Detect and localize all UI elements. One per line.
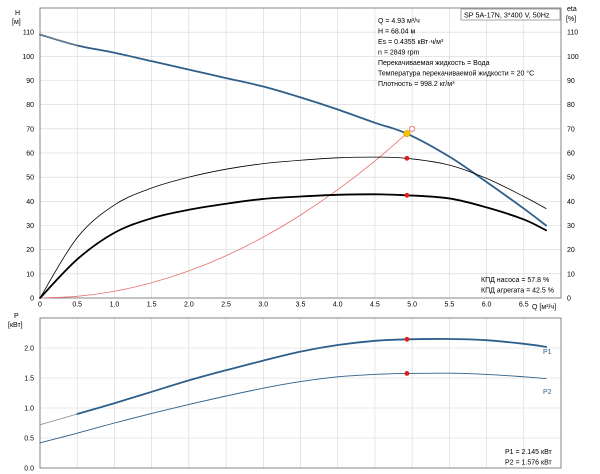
top-grid: [40, 8, 561, 298]
power-line-P1: [76, 338, 548, 415]
y-tick-label-left: 30: [26, 223, 34, 230]
y-tick-label-right: 0: [567, 296, 571, 303]
power-line-P1-extension: [39, 413, 78, 426]
y-tick-label-right: 10: [567, 271, 575, 278]
info-energy: Es = 0.4355 кВт·ч/м³: [378, 39, 444, 46]
p1-value-label: P1 = 2.145 кВт: [505, 449, 553, 456]
top-plot-frame: [39, 7, 562, 299]
x-tick-label: 1.5: [147, 302, 157, 309]
power-axis-unit: [кВт]: [8, 322, 23, 329]
series-line-pump-efficiency: [39, 156, 547, 299]
power-axis-label: P: [14, 313, 19, 320]
top-y-tick-labels-right: 0 10 20 30 40 50 60 70 80 90 100 110: [567, 30, 579, 303]
top-markers-group: [403, 125, 416, 198]
y-tick-label-right: 50: [567, 175, 575, 182]
info-head: H = 68.04 м: [378, 29, 415, 36]
x-tick-label: 5.0: [407, 302, 417, 309]
power-tick-label: 0.0: [24, 466, 34, 473]
bottom-series-group: [39, 338, 548, 444]
y-axis-unit-right: [%]: [566, 16, 576, 23]
pump-efficiency-label: КПД насоса = 57.8 %: [481, 277, 549, 284]
chart-title: SP 5A-17N, 3*400 V, 50Hz: [464, 11, 550, 20]
x-tick-label: 0: [38, 302, 42, 309]
bottom-y-tick-labels: 0.0 0.5 1.0 1.5 2.0: [24, 346, 34, 473]
y-axis-label-right: eta: [567, 6, 577, 13]
efficiency-point-marker-2: [404, 155, 410, 161]
y-tick-label-right: 40: [567, 199, 575, 206]
y-tick-label-left: 60: [26, 151, 34, 158]
top-series-group: [39, 33, 548, 299]
power-tick-label: 0.5: [24, 436, 34, 443]
duty-point-marker: [403, 130, 411, 138]
x-tick-label: 2.5: [221, 302, 231, 309]
y-tick-label-left: 0: [30, 296, 34, 303]
y-tick-label-right: 90: [567, 78, 575, 85]
x-tick-label: 3.0: [258, 302, 268, 309]
bottom-markers-group: [404, 336, 410, 376]
series-line-system-curve: [39, 128, 413, 299]
power-point-marker-0: [404, 336, 410, 342]
y-tick-label-right: 20: [567, 247, 575, 254]
top-x-tick-labels: 0 0.5 1.0 1.5 2.0 2.5 3.0 3.5 4.0 4.5 5.0 5.5 6.0 6.5: [38, 302, 529, 309]
y-tick-label-right: 30: [567, 223, 575, 230]
y-axis-label-left: H: [15, 10, 20, 17]
x-tick-label: 6.0: [482, 302, 492, 309]
p2-value-label: P2 = 1.576 кВт: [505, 460, 553, 467]
y-tick-label-left: 80: [26, 102, 34, 109]
duty-point-info: Q = 4.93 м³/ч H = 68.04 м Es = 0.4355 кВ…: [378, 18, 534, 88]
y-tick-label-right: 100: [567, 54, 579, 61]
legend-p1: P1: [543, 349, 552, 356]
x-tick-label: 6.5: [519, 302, 529, 309]
x-tick-label: 4.0: [333, 302, 343, 309]
y-tick-label-left: 100: [22, 54, 34, 61]
y-axis-unit-left: [м]: [12, 19, 21, 26]
y-tick-label-left: 90: [26, 78, 34, 85]
top-y-tick-labels-left: 0 10 20 30 40 50 60 70 80 90 100 110: [22, 30, 34, 303]
system-curve-end-marker: [409, 125, 416, 132]
x-tick-label: 0.5: [72, 302, 82, 309]
x-tick-label: 2.0: [184, 302, 194, 309]
series-line-unit-efficiency: [39, 193, 548, 299]
y-tick-label-left: 110: [23, 30, 34, 37]
info-speed: n = 2849 rpm: [378, 50, 420, 57]
y-tick-label-right: 70: [567, 126, 575, 133]
info-density: Плотность = 998.2 кг/м³: [378, 81, 455, 88]
y-tick-label-right: 110: [567, 30, 578, 37]
efficiency-point-marker-3: [404, 192, 410, 198]
title-box: [460, 8, 561, 21]
y-tick-label-left: 20: [26, 247, 34, 254]
y-tick-label-left: 70: [26, 126, 34, 133]
x-axis-label: Q [м³/ч]: [532, 304, 556, 311]
info-flow: Q = 4.93 м³/ч: [378, 18, 420, 25]
info-temperature: Температура перекачиваемой жидкости = 20…: [378, 70, 534, 78]
power-line-P2: [39, 372, 547, 444]
y-tick-label-left: 40: [26, 199, 34, 206]
x-tick-label: 5.5: [444, 302, 454, 309]
x-tick-label: 1.0: [110, 302, 120, 309]
x-tick-label: 3.5: [296, 302, 306, 309]
bottom-grid: [40, 318, 561, 468]
info-liquid: Перекачиваемая жидкость = Вода: [378, 60, 490, 67]
power-tick-label: 1.0: [24, 406, 34, 413]
power-tick-label: 2.0: [24, 346, 34, 353]
unit-efficiency-label: КПД агрегата = 42.5 %: [481, 288, 554, 295]
series-line-pump-curve-h-extension: [39, 34, 78, 46]
y-tick-label-left: 10: [26, 271, 34, 278]
series-line-pump-curve-h: [39, 33, 548, 227]
x-tick-label: 4.5: [370, 302, 380, 309]
y-tick-label-right: 80: [567, 102, 575, 109]
power-tick-label: 1.5: [24, 376, 34, 383]
y-tick-label-left: 50: [26, 175, 34, 182]
bottom-plot-frame: [39, 317, 562, 469]
legend-p2: P2: [543, 389, 552, 396]
power-point-marker-1: [404, 371, 410, 376]
y-tick-label-right: 60: [567, 151, 575, 158]
